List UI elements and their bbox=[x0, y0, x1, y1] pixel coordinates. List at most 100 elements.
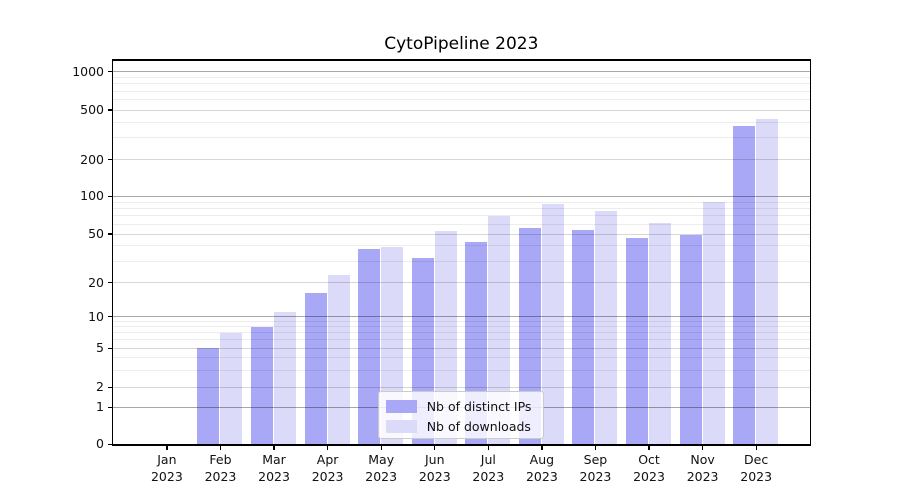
chart-title: CytoPipeline 2023 bbox=[384, 34, 539, 54]
bar-distinct-ips-mar bbox=[251, 326, 274, 445]
x-axis-tick-oct bbox=[648, 445, 650, 450]
bar-downloads-sep bbox=[595, 211, 618, 445]
legend-label-downloads: Nb of downloads bbox=[426, 419, 531, 435]
legend-item-distinct-ips: Nb of distinct IPs bbox=[385, 399, 535, 415]
y-tick-label-500: 500 bbox=[80, 102, 104, 117]
y-tick-label-0: 0 bbox=[96, 436, 104, 452]
x-tick-label-oct: Oct 2023 bbox=[633, 452, 665, 484]
y-axis-tick-20 bbox=[107, 281, 112, 284]
minor-gridline-40 bbox=[113, 245, 810, 247]
x-axis-tick-nov bbox=[701, 445, 704, 450]
bar-distinct-ips-oct bbox=[626, 238, 649, 445]
y-tick-label-5: 5 bbox=[96, 340, 104, 356]
minor-gridline-900 bbox=[113, 76, 810, 78]
gridline-5 bbox=[113, 347, 810, 349]
gridline-100 bbox=[113, 195, 810, 197]
x-axis-tick-aug bbox=[541, 445, 543, 450]
x-tick-label-jun: Jun 2023 bbox=[418, 452, 451, 484]
y-tick-label-1000: 1000 bbox=[72, 63, 104, 79]
gridline-500 bbox=[113, 109, 810, 111]
bar-downloads-dec bbox=[756, 118, 779, 445]
legend-swatch-distinct-ips bbox=[385, 400, 417, 414]
x-tick-label-dec: Dec 2023 bbox=[740, 452, 773, 484]
y-axis-tick-100 bbox=[107, 195, 112, 197]
gridline-10 bbox=[113, 316, 810, 317]
gridline-50 bbox=[113, 233, 810, 235]
minor-gridline-800 bbox=[113, 83, 810, 85]
minor-gridline-6 bbox=[113, 339, 810, 341]
y-axis-tick-0 bbox=[107, 443, 112, 445]
bar-downloads-apr bbox=[327, 275, 350, 445]
y-axis-tick-1000 bbox=[107, 70, 112, 73]
x-axis-tick-may bbox=[380, 445, 382, 450]
y-tick-label-200: 200 bbox=[80, 151, 104, 167]
x-axis-tick-dec bbox=[755, 445, 757, 450]
bar-distinct-ips-aug bbox=[518, 227, 541, 445]
minor-gridline-9 bbox=[113, 320, 810, 322]
bar-downloads-aug bbox=[541, 203, 564, 445]
x-tick-label-mar: Mar 2023 bbox=[258, 452, 290, 484]
x-axis-spine-top bbox=[111, 59, 811, 61]
x-axis-tick-apr bbox=[326, 445, 329, 450]
x-axis-tick-jan bbox=[166, 445, 168, 450]
bar-distinct-ips-may bbox=[358, 248, 381, 445]
legend-item-downloads: Nb of downloads bbox=[385, 419, 535, 435]
minor-gridline-7 bbox=[113, 332, 810, 334]
y-tick-label-20: 20 bbox=[88, 274, 104, 290]
y-tick-label-100: 100 bbox=[80, 188, 104, 204]
bar-downloads-nov bbox=[702, 202, 725, 445]
y-axis-spine-right bbox=[809, 59, 811, 446]
x-tick-label-aug: Aug 2023 bbox=[525, 452, 558, 484]
y-tick-label-2: 2 bbox=[96, 379, 104, 395]
y-axis-tick-2 bbox=[107, 386, 112, 388]
y-axis-spine-left bbox=[111, 59, 114, 446]
x-tick-label-jul: Jul 2023 bbox=[472, 452, 505, 484]
bar-downloads-feb bbox=[220, 332, 243, 445]
bar-distinct-ips-sep bbox=[572, 229, 595, 445]
gridline-20 bbox=[113, 282, 810, 283]
bar-downloads-oct bbox=[649, 223, 672, 445]
minor-gridline-80 bbox=[113, 207, 810, 209]
x-tick-label-nov: Nov 2023 bbox=[686, 452, 719, 484]
minor-gridline-60 bbox=[113, 223, 810, 225]
bar-distinct-ips-nov bbox=[679, 235, 702, 445]
gridline-2 bbox=[113, 386, 810, 388]
x-axis-tick-mar bbox=[273, 445, 275, 450]
bar-distinct-ips-apr bbox=[304, 293, 327, 445]
gridline-200 bbox=[113, 159, 810, 160]
x-axis-tick-jul bbox=[487, 445, 489, 450]
y-axis-tick-50 bbox=[107, 233, 112, 235]
minor-gridline-300 bbox=[113, 137, 810, 139]
minor-gridline-600 bbox=[113, 99, 810, 101]
minor-gridline-3 bbox=[113, 369, 810, 371]
y-tick-label-10: 10 bbox=[88, 308, 104, 324]
minor-gridline-4 bbox=[113, 357, 810, 359]
x-tick-label-may: May 2023 bbox=[365, 452, 398, 484]
x-tick-label-apr: Apr 2023 bbox=[311, 452, 344, 484]
x-axis-tick-jun bbox=[434, 445, 436, 450]
x-axis-spine-bottom bbox=[111, 444, 811, 446]
minor-gridline-30 bbox=[113, 260, 810, 262]
legend-swatch-downloads bbox=[385, 420, 417, 434]
minor-gridline-70 bbox=[113, 215, 810, 217]
bar-distinct-ips-dec bbox=[733, 125, 756, 445]
y-axis-tick-10 bbox=[107, 315, 112, 318]
x-tick-label-feb: Feb 2023 bbox=[204, 452, 237, 484]
legend: Nb of distinct IPs Nb of downloads bbox=[377, 390, 544, 439]
x-axis-tick-sep bbox=[594, 445, 597, 450]
x-axis-tick-feb bbox=[219, 445, 222, 450]
y-axis-tick-200 bbox=[107, 158, 112, 161]
y-axis-tick-500 bbox=[107, 109, 112, 111]
minor-gridline-700 bbox=[113, 90, 810, 92]
y-axis-tick-1 bbox=[107, 406, 112, 408]
minor-gridline-90 bbox=[113, 201, 810, 203]
bar-distinct-ips-feb bbox=[197, 348, 220, 445]
y-axis-tick-5 bbox=[107, 347, 112, 349]
minor-gridline-400 bbox=[113, 121, 810, 123]
y-tick-label-50: 50 bbox=[88, 226, 104, 241]
y-tick-label-1: 1 bbox=[96, 399, 104, 415]
legend-label-distinct-ips: Nb of distinct IPs bbox=[426, 399, 532, 415]
gridline-1000 bbox=[113, 71, 810, 72]
bar-downloads-jul bbox=[488, 215, 511, 445]
